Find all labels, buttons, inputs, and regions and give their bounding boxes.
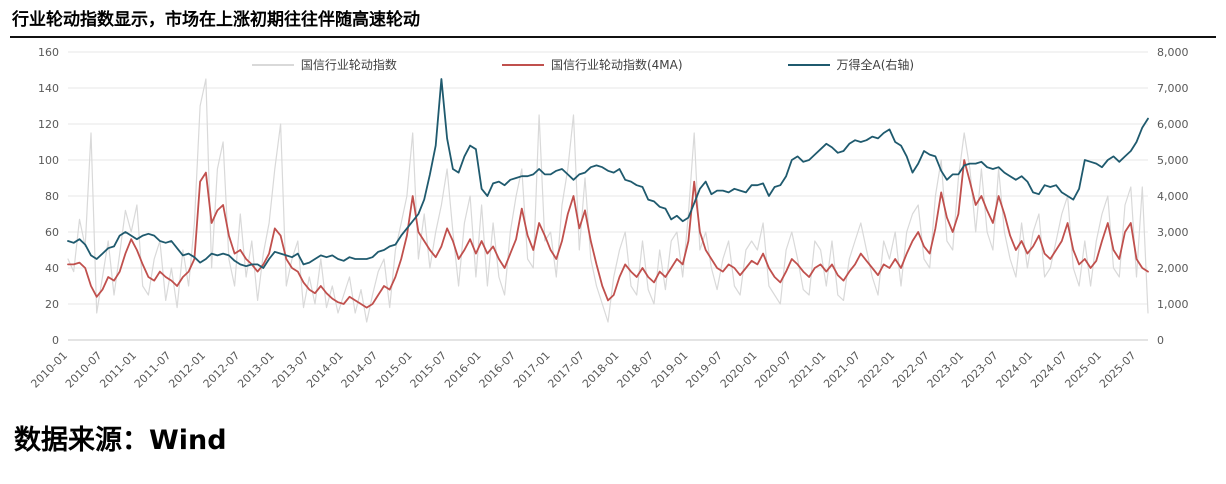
x-axis-tick-label: 2013-07 [270, 349, 312, 391]
legend-label-rotation-index: 国信行业轮动指数 [300, 58, 397, 73]
x-axis-tick-label: 2017-07 [545, 349, 587, 391]
left-axis-tick-label: 100 [38, 154, 59, 167]
x-axis-tick-label: 2020-01 [718, 349, 760, 391]
legend-item-rotation-index: 国信行业轮动指数 [251, 56, 397, 73]
legend-label-wind-all-a: 万得全A(右轴) [836, 58, 915, 73]
rotation-chart: 国信行业轮动指数 国信行业轮动指数(4MA) 万得全A(右轴) 0 20 40 60 8… [10, 40, 1216, 412]
left-axis-tick-label: 160 [38, 46, 59, 59]
x-axis-tick-label: 2013-01 [235, 349, 277, 391]
x-axis-tick-label: 2012-01 [166, 349, 208, 391]
x-axis-tick-label: 2020-07 [752, 349, 794, 391]
chart-legend: 国信行业轮动指数 国信行业轮动指数(4MA) 万得全A(右轴) [70, 56, 1096, 73]
x-axis-tick-label: 2017-01 [511, 349, 553, 391]
x-axis-tick-label: 2018-07 [614, 349, 656, 391]
x-axis-tick-label: 2024-01 [994, 349, 1036, 391]
right-axis-tick-label: 6,000 [1157, 118, 1189, 131]
x-axis-tick-label: 2010-07 [63, 349, 105, 391]
right-axis-tick-label: 7,000 [1157, 82, 1189, 95]
right-axis-tick-label: 5,000 [1157, 154, 1189, 167]
title-divider [10, 36, 1216, 39]
left-axis-tick-label: 120 [38, 118, 59, 131]
right-axis-tick-label: 1,000 [1157, 298, 1189, 311]
left-axis-tick-label: 80 [45, 190, 59, 203]
right-axis-tick-label: 2,000 [1157, 262, 1189, 275]
page-title: 行业轮动指数显示，市场在上涨初期往往伴随高速轮动 [12, 10, 420, 30]
x-axis-tick-label: 2014-07 [339, 349, 381, 391]
x-axis-tick-label: 2011-01 [97, 349, 139, 391]
legend-item-rotation-index-4ma: 国信行业轮动指数(4MA) [501, 56, 683, 73]
rotation-index-4ma-line [67, 159, 1149, 309]
x-axis-tick-label: 2010-01 [28, 349, 70, 391]
left-axis-tick-label: 60 [45, 226, 59, 239]
x-axis-tick-label: 2019-07 [683, 349, 725, 391]
wind-all-a-line [67, 78, 1149, 270]
teal-line-swatch-icon [787, 63, 830, 66]
x-axis-tick-label: 2023-01 [925, 349, 967, 391]
x-axis-tick-label: 2016-07 [477, 349, 519, 391]
right-axis-tick-label: 0 [1157, 334, 1164, 347]
left-axis-tick-label: 140 [38, 82, 59, 95]
x-axis-tick-label: 2022-01 [856, 349, 898, 391]
x-axis-tick-label: 2014-01 [304, 349, 346, 391]
rotation-index-line [67, 78, 1149, 323]
x-axis-tick-label: 2023-07 [959, 349, 1001, 391]
x-axis-tick-label: 2012-07 [201, 349, 243, 391]
right-axis-tick-label: 3,000 [1157, 226, 1189, 239]
red-line-swatch-icon [501, 63, 544, 66]
x-axis-tick-label: 2015-07 [408, 349, 450, 391]
left-axis-tick-label: 20 [45, 298, 59, 311]
x-axis-tick-label: 2015-01 [373, 349, 415, 391]
legend-label-rotation-index-4ma: 国信行业轮动指数(4MA) [550, 58, 683, 73]
data-source: 数据来源：Wind [14, 425, 227, 457]
gray-line-swatch-icon [251, 63, 294, 66]
left-axis-tick-label: 40 [45, 262, 59, 275]
x-axis-tick-label: 2025-07 [1097, 349, 1139, 391]
x-axis-tick-label: 2024-07 [1028, 349, 1070, 391]
left-axis-tick-label: 0 [52, 334, 59, 347]
x-axis-tick-label: 2016-01 [442, 349, 484, 391]
x-axis-tick-label: 2025-01 [1062, 349, 1104, 391]
right-axis-tick-label: 8,000 [1157, 46, 1189, 59]
legend-item-wind-all-a: 万得全A(右轴) [787, 56, 915, 73]
x-axis-tick-label: 2011-07 [132, 349, 174, 391]
x-axis-tick-label: 2021-01 [787, 349, 829, 391]
right-axis-tick-label: 4,000 [1157, 190, 1189, 203]
x-axis-tick-label: 2019-01 [649, 349, 691, 391]
x-axis-tick-label: 2018-01 [580, 349, 622, 391]
x-axis-tick-label: 2021-07 [821, 349, 863, 391]
x-axis-tick-label: 2022-07 [890, 349, 932, 391]
rotation-chart-canvas: 0 20 40 60 80 100 120 140 160 0 1,000 2,000 3,000 4,0… [28, 46, 1189, 391]
